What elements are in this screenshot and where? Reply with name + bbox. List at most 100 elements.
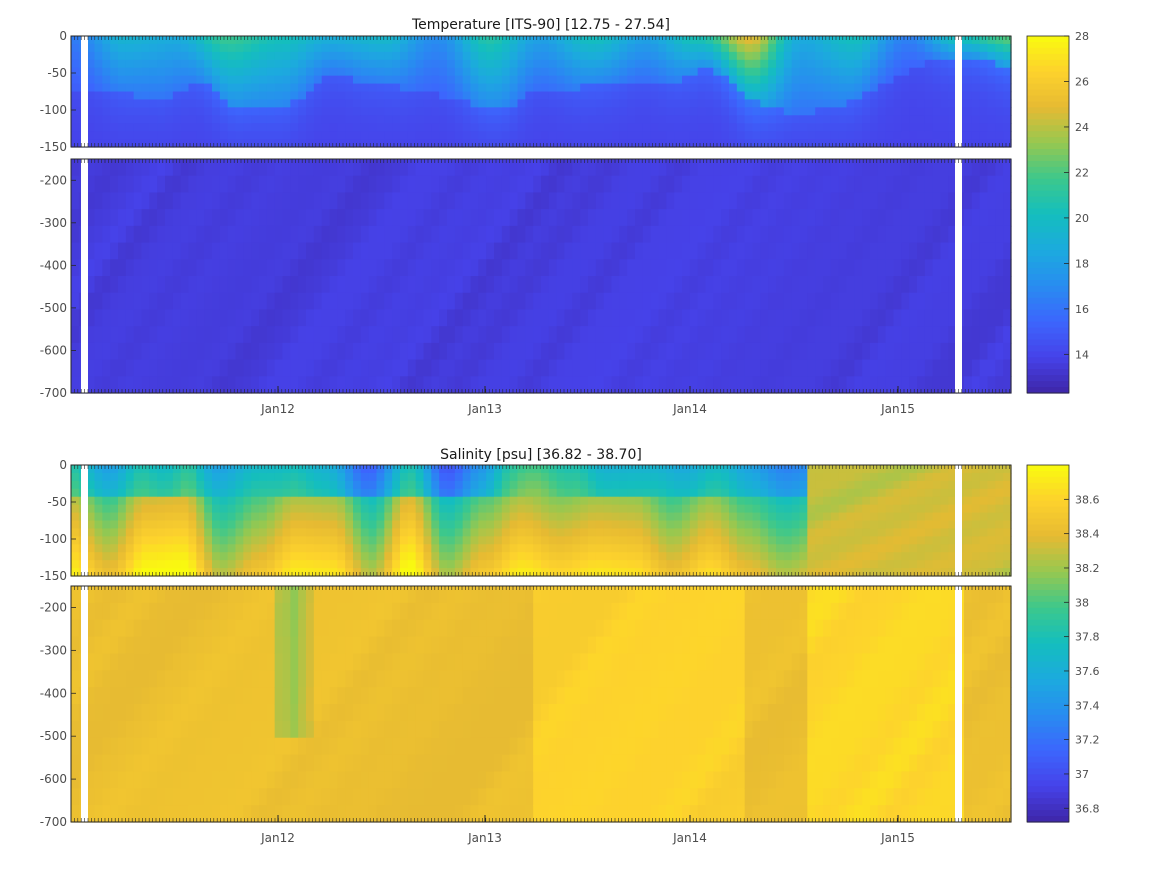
temperature-upper-panel-cell [729, 139, 738, 148]
temperature-upper-panel-cell [454, 123, 464, 132]
temperature-lower-panel-cell [376, 192, 385, 210]
temperature-lower-panel-cell [165, 359, 174, 377]
temperature-upper-panel-cell [266, 75, 276, 85]
temperature-lower-panel-cell [666, 376, 675, 394]
temperature-lower-panel-cell [172, 225, 182, 244]
temperature-lower-panel-cell [971, 175, 981, 194]
temperature-upper-panel-cell [862, 67, 871, 77]
temperature-upper-panel-cell [71, 123, 80, 132]
salinity-upper-panel-cell [94, 496, 103, 506]
temperature-upper-panel-cell [548, 67, 558, 77]
temperature-upper-panel-cell [948, 131, 957, 140]
salinity-upper-panel-cell [180, 560, 190, 569]
temperature-upper-panel-cell [846, 83, 855, 93]
temperature-upper-panel-cell [407, 36, 417, 45]
temperature-lower-panel-cell [470, 159, 479, 177]
temperature-upper-panel-cell [744, 75, 754, 85]
temperature-upper-panel-cell [971, 43, 981, 53]
temperature-lower-panel-cell [744, 326, 754, 344]
temperature-colorbar-swatch [1027, 113, 1069, 120]
salinity-upper-panel-cell [149, 496, 158, 506]
temperature-upper-panel-cell [768, 131, 777, 140]
temperature-upper-panel-cell [196, 36, 205, 45]
temperature-upper-panel-cell [948, 83, 957, 93]
temperature-upper-panel-cell [212, 115, 221, 124]
temperature-lower-panel-cell [376, 309, 385, 327]
temperature-upper-panel-cell [580, 67, 589, 77]
temperature-upper-panel-cell [674, 115, 683, 124]
temperature-upper-panel-cell [266, 83, 276, 93]
temperature-upper-panel-cell [940, 99, 949, 108]
temperature-lower-panel-cell [118, 376, 127, 394]
temperature-upper-panel-cell [572, 36, 581, 45]
temperature-lower-panel-cell [243, 342, 252, 361]
temperature-lower-panel-cell [407, 225, 417, 244]
temperature-upper-panel-cell [548, 115, 558, 124]
temperature-colorbar-swatch [1027, 297, 1069, 305]
salinity-upper-panel-cell [102, 568, 111, 577]
temperature-lower-panel-cell [635, 225, 644, 244]
salinity-upper-panel-cell [71, 528, 80, 537]
temperature-lower-panel-cell [666, 175, 675, 194]
temperature-lower-panel-cell [838, 359, 848, 377]
temperature-upper-panel-cell [862, 91, 871, 101]
temperature-upper-panel-cell [658, 36, 667, 45]
temperature-upper-panel-cell [462, 59, 472, 69]
temperature-lower-panel-cell [470, 259, 479, 277]
temperature-lower-panel-cell [650, 342, 660, 361]
temperature-upper-panel-cell [274, 75, 284, 85]
temperature-lower-panel-data-gap [955, 159, 962, 393]
temperature-lower-panel-cell [501, 359, 511, 377]
temperature-lower-panel-cell [776, 326, 785, 344]
temperature-lower-panel-cell [125, 192, 135, 210]
salinity-upper-panel-cell [165, 528, 174, 537]
temperature-lower-panel-cell [713, 159, 722, 177]
temperature-upper-panel-cell [760, 83, 769, 93]
temperature-lower-panel-cell [909, 376, 918, 394]
temperature-lower-panel-cell [729, 159, 738, 177]
salinity-upper-panel-cell [196, 544, 205, 553]
temperature-upper-panel-cell [697, 107, 707, 116]
temperature-lower-panel-cell [595, 342, 605, 361]
temperature-upper-panel-cell [149, 36, 158, 45]
temperature-upper-panel-cell [744, 107, 754, 116]
temperature-lower-panel-cell [885, 242, 895, 260]
salinity-upper-panel-cell [172, 465, 182, 474]
temperature-lower-panel-cell [580, 242, 589, 260]
temperature-upper-panel-cell [964, 115, 973, 124]
temperature-lower-panel-cell [298, 376, 307, 394]
temperature-upper-panel-cell [345, 123, 354, 132]
temperature-upper-panel-cell [313, 115, 323, 124]
temperature-lower-panel-cell [901, 225, 910, 244]
temperature-upper-panel-cell [266, 115, 276, 124]
temperature-upper-panel-cell [791, 99, 801, 108]
temperature-lower-panel-cell [932, 175, 942, 194]
salinity-upper-panel-cell [71, 520, 80, 530]
temperature-upper-panel-cell [697, 75, 707, 85]
temperature-upper-panel-cell [689, 123, 699, 132]
temperature-lower-panel-cell [791, 326, 801, 344]
temperature-upper-panel-cell [110, 107, 119, 116]
temperature-upper-panel-cell [102, 131, 111, 140]
temperature-lower-panel-cell [556, 242, 566, 260]
temperature-lower-panel-cell [212, 175, 221, 194]
temperature-lower-panel-cell [486, 309, 495, 327]
temperature-lower-panel-cell [799, 175, 808, 194]
salinity-upper-panel-cell [251, 504, 260, 514]
temperature-lower-panel-cell [180, 309, 190, 327]
temperature-upper-panel-cell [619, 36, 628, 45]
temperature-lower-panel-cell [893, 309, 902, 327]
temperature-lower-panel-cell [541, 209, 550, 227]
salinity-upper-panel-cell [110, 552, 119, 561]
temperature-upper-panel-cell [204, 75, 213, 85]
temperature-lower-panel-cell [447, 209, 456, 227]
temperature-lower-panel-cell [635, 192, 644, 210]
salinity-upper-panel-cell [125, 552, 135, 561]
temperature-upper-panel-cell [110, 131, 119, 140]
temperature-upper-panel-cell [948, 43, 957, 53]
temperature-upper-panel-cell [987, 99, 996, 108]
temperature-lower-panel-cell [948, 192, 957, 210]
temperature-upper-panel-cell [838, 115, 848, 124]
temperature-upper-panel-cell [470, 51, 479, 61]
temperature-lower-panel-cell [556, 209, 566, 227]
